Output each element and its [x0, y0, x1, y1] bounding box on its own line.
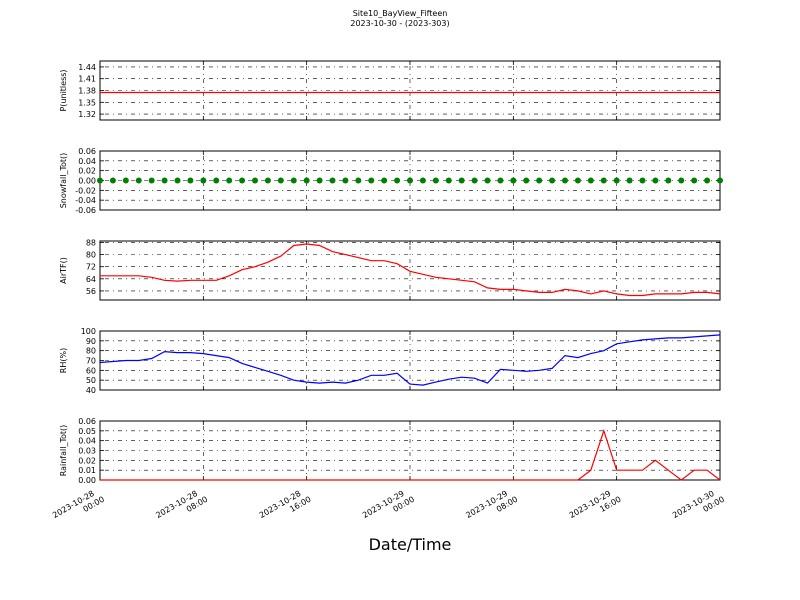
data-point	[342, 177, 349, 184]
data-line	[100, 243, 721, 297]
x-tick-label: 2023-10-2908:00	[464, 486, 519, 529]
y-tick-label: 64	[86, 275, 96, 284]
data-point	[213, 177, 220, 184]
data-point	[717, 177, 723, 184]
x-tick-label: 2023-10-2900:00	[361, 486, 416, 529]
x-tick-label: 2023-10-2808:00	[154, 486, 209, 529]
y-axis-label: Snowfall_Tot()	[59, 153, 68, 209]
data-point	[97, 177, 103, 184]
y-axis-label: Rainfall_Tot()	[59, 425, 68, 477]
data-point	[187, 177, 194, 184]
data-point	[510, 177, 517, 184]
y-tick-label: 1.44	[78, 63, 96, 72]
y-tick-label: 1.32	[78, 110, 96, 119]
y-tick-label: 0.05	[78, 427, 96, 436]
x-axis-label: Date/Time	[369, 535, 452, 554]
data-point	[368, 177, 375, 184]
y-tick-label: 80	[86, 347, 96, 356]
data-point	[394, 177, 401, 184]
data-point	[407, 177, 413, 184]
data-point	[549, 177, 556, 184]
y-tick-label: 1.41	[78, 75, 96, 84]
data-point	[536, 177, 543, 184]
x-tick-label: 2023-10-2916:00	[568, 486, 623, 529]
data-point	[432, 177, 439, 184]
data-point	[174, 177, 181, 184]
data-point	[600, 177, 607, 184]
data-point	[639, 177, 646, 184]
data-point	[613, 177, 620, 184]
y-tick-label: -0.04	[75, 196, 96, 205]
data-point	[109, 177, 116, 184]
data-line	[100, 428, 721, 481]
data-point	[252, 177, 258, 184]
y-tick-label: 1.35	[78, 98, 96, 107]
y-tick-label: 0.01	[78, 466, 96, 475]
y-tick-label: 1.38	[78, 87, 96, 96]
data-point	[678, 177, 685, 184]
y-tick-label: 56	[86, 287, 96, 296]
y-tick-label: 80	[86, 251, 96, 260]
y-tick-label: 72	[86, 263, 96, 272]
data-point	[458, 177, 465, 184]
data-point	[239, 177, 246, 184]
chart-subtitle: 2023-10-30 - (2023-303)	[350, 19, 449, 28]
data-point	[445, 177, 452, 184]
x-tick-label: 2023-10-3000:00	[671, 486, 726, 529]
data-point	[355, 177, 362, 184]
data-point	[303, 177, 310, 184]
y-axis-label: AirTF()	[59, 257, 68, 284]
y-tick-label: 0.04	[78, 157, 96, 166]
y-tick-label: 70	[86, 357, 96, 366]
y-tick-label: 0.00	[78, 177, 96, 186]
data-point	[381, 177, 388, 184]
data-point	[161, 177, 168, 184]
data-point	[316, 177, 323, 184]
data-point	[471, 177, 478, 184]
data-point	[290, 177, 297, 184]
y-tick-label: 60	[86, 366, 96, 375]
data-point	[419, 177, 426, 184]
x-tick-label: 2023-10-2816:00	[258, 486, 313, 529]
data-point	[135, 177, 142, 184]
y-tick-label: 100	[81, 327, 96, 336]
y-tick-label: -0.02	[75, 186, 96, 195]
y-tick-label: 0.06	[78, 147, 96, 156]
y-tick-label: 90	[86, 337, 96, 346]
data-point	[329, 177, 336, 184]
data-point	[122, 177, 129, 184]
data-point	[665, 177, 672, 184]
data-point	[587, 177, 594, 184]
data-point	[652, 177, 659, 184]
y-tick-label: 0.02	[78, 167, 96, 176]
x-tick-label: 2023-10-2800:00	[51, 486, 106, 529]
y-tick-label: 88	[86, 239, 96, 248]
data-point	[277, 177, 284, 184]
y-tick-label: 0.03	[78, 447, 96, 456]
y-tick-label: -0.06	[75, 206, 96, 215]
y-tick-label: 50	[86, 376, 96, 385]
data-point	[148, 177, 155, 184]
y-tick-label: 0.06	[78, 417, 96, 426]
data-point	[691, 177, 698, 184]
y-axis-label: RH(%)	[59, 348, 68, 373]
data-point	[574, 177, 581, 184]
data-point	[497, 177, 504, 184]
data-point	[523, 177, 530, 184]
data-point	[226, 177, 233, 184]
y-axis-label: P(unitless)	[59, 69, 68, 111]
data-point	[626, 177, 633, 184]
chart-title: Site10_BayView_Fifteen	[353, 9, 448, 18]
data-line	[99, 334, 721, 386]
y-tick-label: 0.04	[78, 437, 96, 446]
data-point	[704, 177, 711, 184]
data-point	[200, 177, 207, 184]
y-tick-label: 0.02	[78, 456, 96, 465]
data-point	[264, 177, 271, 184]
data-point	[562, 177, 568, 184]
y-tick-label: 40	[86, 386, 96, 395]
y-tick-label: 0.00	[78, 476, 96, 485]
data-point	[484, 177, 491, 184]
